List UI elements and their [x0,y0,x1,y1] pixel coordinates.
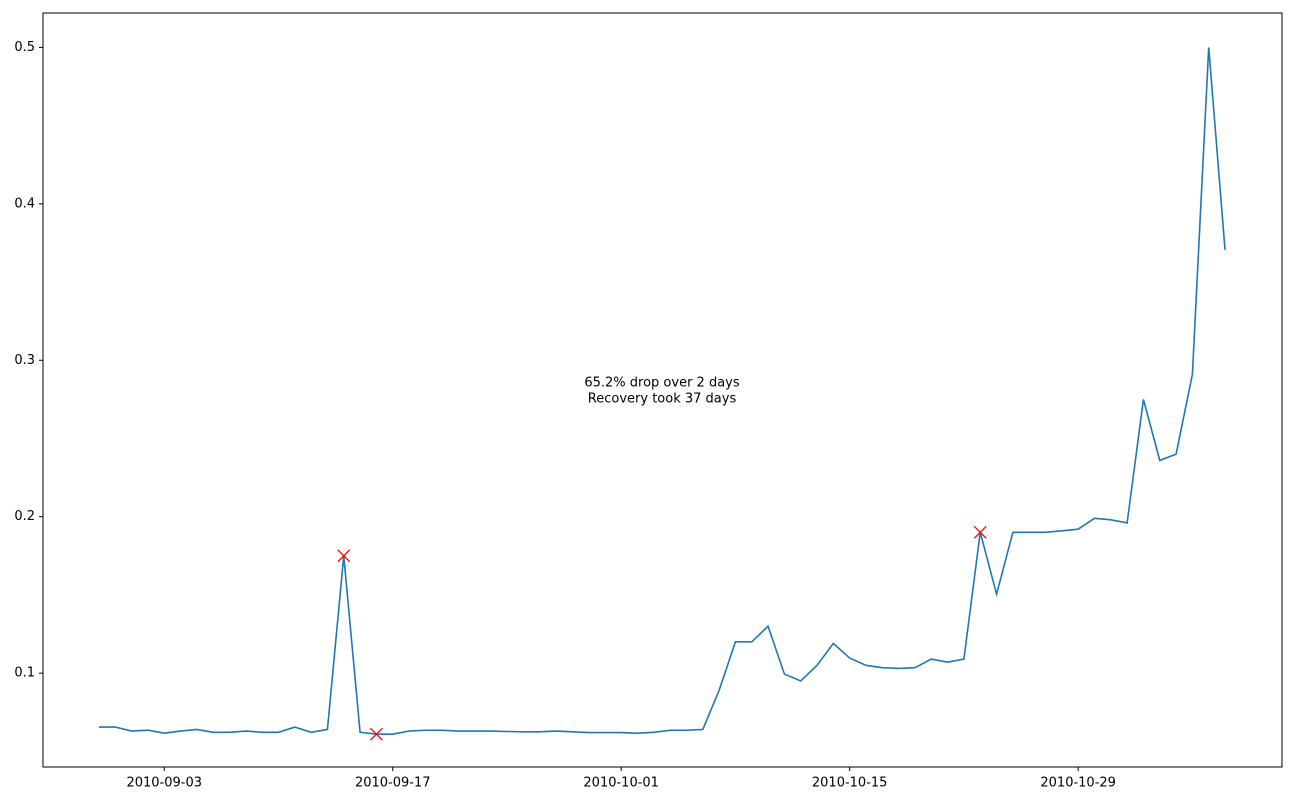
marker [337,549,351,563]
y-tick-label: 0.4 [14,196,35,211]
x-tick-label: 2010-10-15 [812,776,888,791]
line [98,47,1226,735]
y-tick-label: 0.3 [14,353,35,368]
marker [369,727,383,741]
x-tick-label: 2010-10-01 [583,776,659,791]
x-tick-label: 2010-10-29 [1040,776,1116,791]
x-tick-label: 2010-09-03 [126,776,202,791]
y-tick-label: 0.5 [14,40,35,55]
y-tick-label: 0.1 [14,666,35,681]
y-tick-label: 0.2 [14,509,35,524]
marker [973,525,987,539]
annotation: 65.2% drop over 2 days [584,376,740,391]
annotation: Recovery took 37 days [588,392,737,407]
x-tick-label: 2010-09-17 [355,776,431,791]
axes-frame [42,12,1283,768]
